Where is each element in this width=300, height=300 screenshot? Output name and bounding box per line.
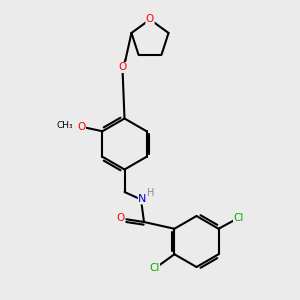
Text: O: O bbox=[117, 213, 125, 223]
Text: O: O bbox=[77, 122, 86, 132]
Text: CH₃: CH₃ bbox=[57, 121, 73, 130]
Text: Cl: Cl bbox=[149, 263, 160, 273]
Text: Cl: Cl bbox=[233, 213, 244, 223]
Text: H: H bbox=[147, 188, 155, 198]
Text: N: N bbox=[138, 194, 147, 204]
Text: O: O bbox=[118, 62, 127, 73]
Text: O: O bbox=[146, 14, 154, 25]
